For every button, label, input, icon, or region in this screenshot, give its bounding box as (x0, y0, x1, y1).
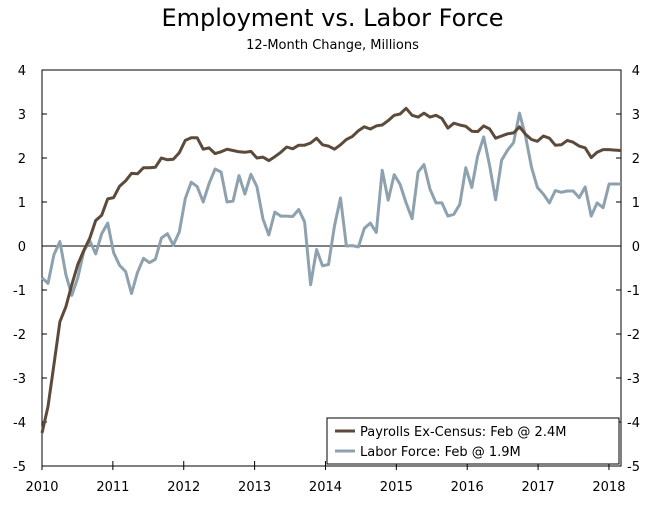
y-tick-label-right: 3 (632, 108, 640, 123)
y-tick-label-left: -3 (13, 372, 26, 387)
y-tick-label-left: 1 (18, 196, 26, 211)
x-tick-label: 2017 (522, 480, 555, 495)
y-tick-label-right: -2 (627, 328, 640, 343)
y-tick-label-right: -4 (627, 416, 640, 431)
x-tick-label: 2010 (25, 480, 58, 495)
y-tick-label-left: -2 (13, 328, 26, 343)
series-line (40, 106, 622, 434)
series-lines (40, 106, 622, 434)
y-tick-label-right: 0 (632, 240, 640, 255)
y-tick-label-left: 4 (18, 64, 26, 79)
x-tick-label: 2015 (380, 480, 413, 495)
legend: Payrolls Ex-Census: Feb @ 2.4M Labor Forc… (326, 417, 620, 465)
y-tick-label-left: 2 (18, 152, 26, 167)
legend-box (326, 417, 620, 465)
chart-subtitle: 12-Month Change, Millions (246, 38, 419, 53)
y-tick-label-right: 4 (632, 64, 640, 79)
legend-label: Payrolls Ex-Census: Feb @ 2.4M (360, 425, 566, 440)
y-tick-label-left: -1 (13, 284, 26, 299)
y-tick-label-right: 2 (632, 152, 640, 167)
x-tick-label: 2011 (96, 480, 129, 495)
plot-frame (41, 69, 622, 467)
chart-title: Employment vs. Labor Force (161, 4, 504, 32)
axes: -5 -5 -4 -4 -3 -3 -2 -2 -1 -1 0 0 1 1 2 2 3 3 4 4 2010 2011 20… (13, 64, 640, 495)
x-tick-label: 2018 (592, 480, 625, 495)
y-tick-label-right: -1 (627, 284, 640, 299)
x-tick-label: 2013 (238, 480, 271, 495)
y-tick-label-left: 3 (18, 108, 26, 123)
legend-label: Labor Force: Feb @ 1.9M (360, 445, 521, 460)
x-tick-label: 2016 (451, 480, 484, 495)
y-tick-label-left: -4 (13, 416, 26, 431)
y-tick-label-right: 1 (632, 196, 640, 211)
y-tick-label-right: -5 (627, 460, 640, 475)
y-tick-label-right: -3 (627, 372, 640, 387)
x-tick-label: 2012 (167, 480, 200, 495)
y-tick-label-left: -5 (13, 460, 26, 475)
y-tick-label-left: 0 (18, 240, 26, 255)
x-tick-label: 2014 (309, 480, 342, 495)
